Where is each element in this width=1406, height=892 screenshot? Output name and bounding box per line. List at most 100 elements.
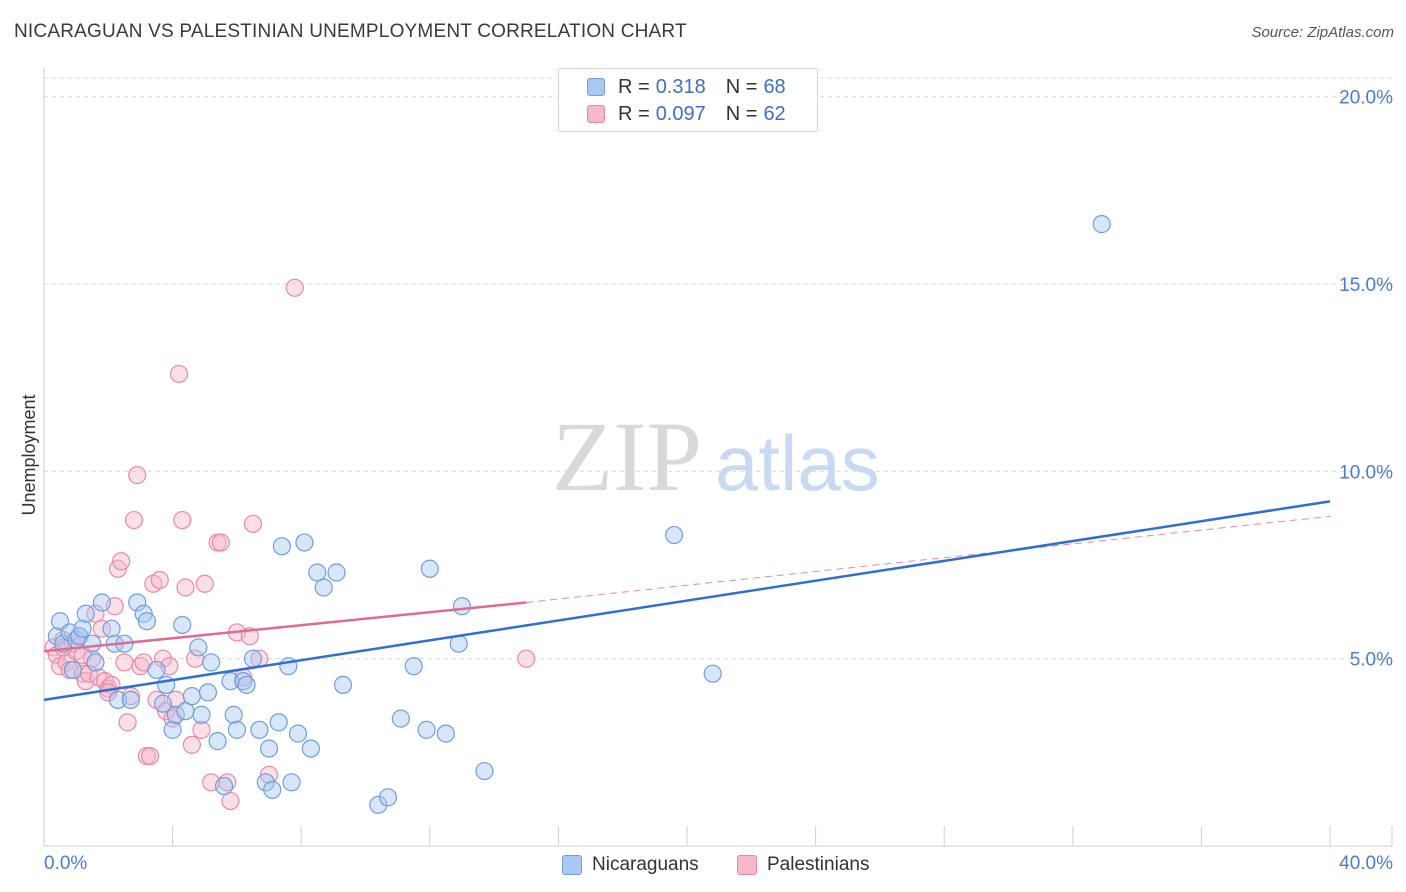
nicaraguan-point (665, 525, 684, 545)
nicaraguan-point (420, 559, 439, 578)
palestinian-point (173, 510, 192, 530)
palestinians-trend-line (43, 601, 527, 653)
legend-r-label: R = (618, 102, 650, 125)
legend-item-palestinians: Palestinians (737, 852, 869, 878)
nicaraguan-point (198, 683, 218, 702)
nicaraguan-point (173, 615, 192, 635)
legend-r-value: 0.097 (655, 102, 706, 125)
nicaraguan-point (128, 593, 147, 612)
y-tick-label: 5.0% (1350, 650, 1393, 671)
nicaraguan-point (417, 720, 436, 739)
nicaraguans-trend-line (43, 500, 1331, 702)
source-label: Source: ZipAtlas.com (1251, 24, 1394, 41)
nicaraguan-point (282, 773, 301, 792)
palestinian-point (112, 552, 131, 571)
palestinian-point (92, 619, 111, 638)
nicaraguan-point (237, 675, 256, 695)
y-axis-label: Unemployment (19, 394, 39, 515)
nicaraguan-point (227, 720, 246, 739)
nicaraguan-point (269, 713, 288, 732)
nicaraguan-point (436, 724, 455, 743)
nicaraguan-point (475, 761, 494, 781)
nicaraguan-point (63, 660, 83, 680)
palestinian-point (221, 791, 240, 811)
nicaraguan-point (378, 788, 398, 807)
nicaraguan-point (295, 533, 314, 552)
nicaraguan-point (243, 649, 263, 668)
watermark-atlas: atlas (715, 419, 880, 507)
nicaraguan-point (121, 690, 140, 709)
legend-r-label: R = (618, 75, 650, 98)
legend-n-value: 68 (763, 75, 786, 98)
legend-label: Nicaraguans (592, 854, 699, 875)
palestinian-point (243, 514, 263, 533)
palestinian-point (153, 649, 173, 668)
nicaraguan-point (102, 619, 121, 638)
x-tick-label: 40.0% (1339, 853, 1393, 874)
palestinian-point (285, 278, 304, 297)
nicaraguan-point (301, 739, 320, 758)
grid-lines (44, 77, 1392, 660)
nicaraguan-point (153, 694, 173, 713)
legend-label: Palestinians (767, 854, 870, 875)
y-tick-label: 10.0% (1339, 462, 1393, 483)
legend-r-value: 0.318 (655, 75, 706, 98)
nicaraguan-point (92, 593, 111, 612)
axes (43, 68, 1393, 847)
nicaraguan-point (308, 563, 327, 582)
nicaraguan-point (163, 720, 182, 739)
trend-lines (43, 500, 1331, 702)
nicaraguan-point (214, 776, 234, 796)
y-tick-label: 15.0% (1339, 275, 1393, 296)
nicaraguan-point (369, 795, 388, 814)
palestinian-point (86, 604, 105, 623)
nicaraguan-point (259, 739, 279, 758)
chart-title: NICARAGUAN VS PALESTINIAN UNEMPLOYMENT C… (14, 21, 687, 42)
nicaraguan-point (256, 773, 275, 792)
nicaraguans-points (47, 215, 1111, 814)
nicaraguan-point (263, 780, 282, 799)
tick-labels: 5.0% 10.0% 15.0% 20.0% 0.0% 40.0% (44, 88, 1393, 874)
palestinian-point (150, 570, 169, 590)
palestinian-point (128, 466, 147, 485)
nicaraguan-point (147, 660, 166, 680)
nicaraguan-point (391, 709, 410, 728)
legend-swatch-pink (737, 855, 757, 875)
y-tick-label: 20.0% (1339, 88, 1393, 109)
palestinian-point (182, 735, 201, 754)
nicaraguan-point (137, 612, 156, 631)
palestinian-point (169, 364, 189, 384)
watermark-zip: ZIP (552, 401, 702, 512)
legend-n-label: N = (725, 102, 758, 125)
nicaraguan-point (83, 634, 102, 653)
legend-item-nicaraguans: Nicaraguans (562, 852, 699, 878)
nicaraguan-point (327, 563, 346, 582)
nicaraguan-point (314, 578, 333, 597)
legend-row-palestinians: R = 0.097 N = 62 (587, 101, 786, 127)
nicaraguan-point (108, 690, 128, 709)
legend-swatch-pink (587, 105, 605, 123)
legend-n-label: N = (725, 75, 758, 98)
palestinian-point (124, 510, 144, 530)
nicaraguan-point (202, 653, 221, 672)
palestinian-point (192, 720, 211, 739)
nicaraguan-point (288, 724, 308, 743)
nicaraguan-point (404, 657, 423, 676)
nicaraguan-point (182, 687, 201, 706)
nicaraguan-point (76, 604, 95, 623)
x-tick-label: 0.0% (44, 853, 87, 874)
legend-row-nicaraguans: R = 0.318 N = 68 (587, 74, 786, 100)
nicaraguan-point (208, 732, 227, 751)
palestinian-point (118, 713, 137, 732)
nicaraguan-point (224, 705, 243, 724)
nicaraguan-point (703, 664, 722, 683)
palestinian-point (115, 653, 134, 672)
palestinian-point (195, 574, 214, 593)
nicaraguan-point (452, 597, 472, 616)
palestinian-point (140, 746, 160, 766)
nicaraguan-point (86, 653, 105, 672)
palestinian-point (517, 649, 536, 668)
nicaraguan-point (192, 705, 211, 724)
nicaraguan-point (189, 638, 208, 657)
